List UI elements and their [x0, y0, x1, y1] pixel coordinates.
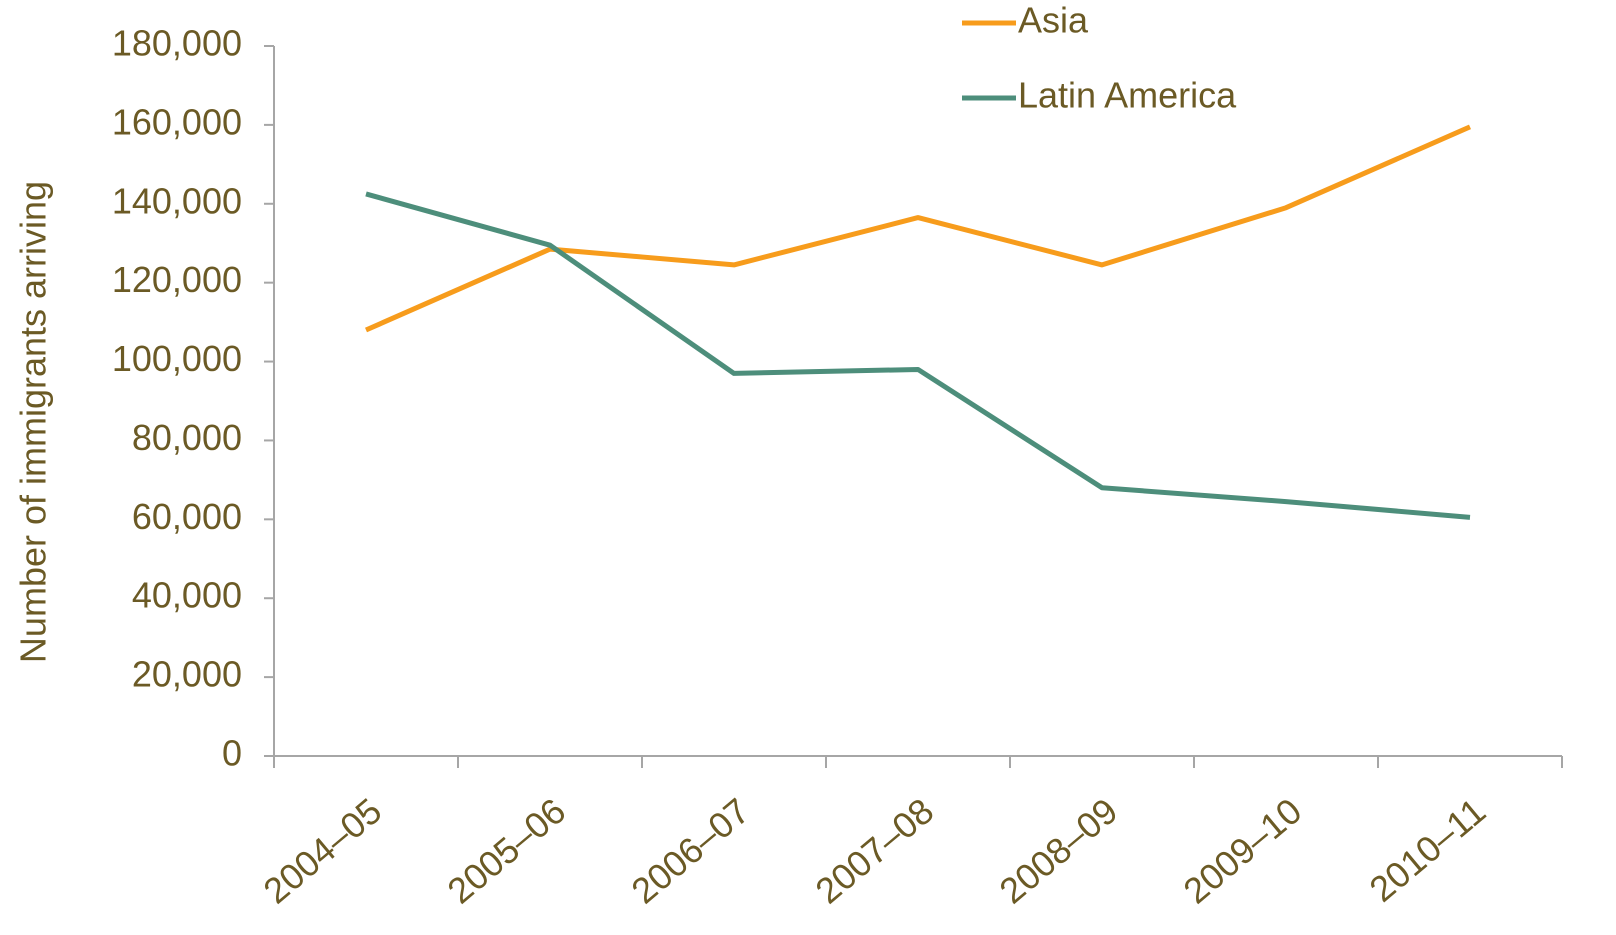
x-tick-label: 2009–10	[1176, 790, 1310, 911]
y-tick-label: 20,000	[132, 654, 242, 695]
legend-label: Asia	[1018, 0, 1089, 41]
x-tick-label: 2004–05	[256, 790, 390, 911]
x-tick-label: 2010–11	[1362, 790, 1494, 910]
x-tick-label: 2006–07	[624, 790, 758, 911]
y-tick-label: 140,000	[112, 180, 242, 221]
y-tick-label: 40,000	[132, 575, 242, 616]
y-tick-label: 160,000	[112, 101, 242, 142]
y-tick-label: 100,000	[112, 338, 242, 379]
x-tick-label: 2008–09	[992, 790, 1126, 911]
y-tick-label: 120,000	[112, 259, 242, 300]
y-tick-label: 60,000	[132, 496, 242, 537]
y-tick-label: 180,000	[112, 23, 242, 64]
y-axis-title: Number of immigrants arriving	[13, 181, 54, 663]
y-tick-label: 0	[222, 733, 242, 774]
x-tick-label: 2005–06	[440, 790, 574, 911]
line-series	[365, 191, 1471, 520]
legend-label: Latin America	[1018, 75, 1237, 116]
x-tick-label: 2007–08	[808, 790, 942, 911]
y-tick-label: 80,000	[132, 417, 242, 458]
line-series	[364, 124, 1472, 333]
